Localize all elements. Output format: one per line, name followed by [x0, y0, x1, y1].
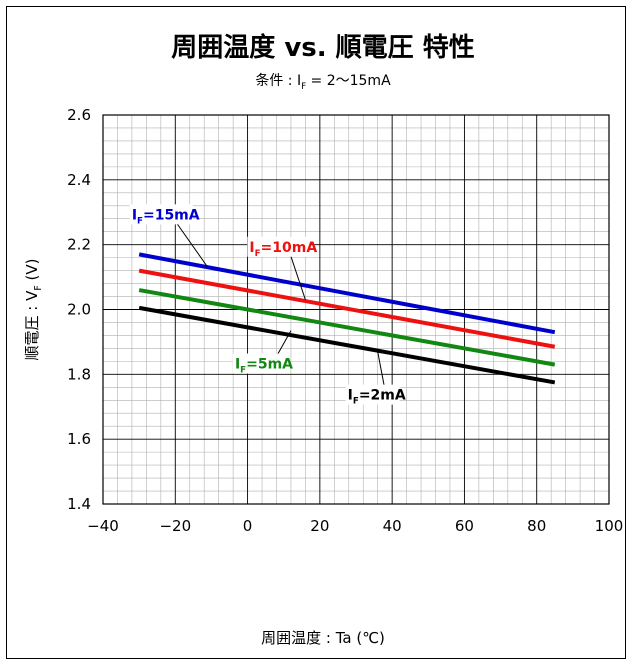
chart-frame: −40 −20 0 20 40 60 80 100 1.4 1.6 1.8 2.0 2.2 2.4 2.6…: [6, 6, 626, 659]
y-tick-label: 2.4: [67, 171, 91, 189]
y-tick-label: 2.6: [67, 106, 91, 124]
series-label: IF=5mA: [235, 357, 293, 376]
series-label: IF=10mA: [249, 240, 317, 259]
y-tick-label: 2.2: [67, 236, 91, 254]
x-tick-label: 20: [310, 517, 329, 535]
y-tick-label: 1.8: [67, 365, 91, 383]
y-tick-label: 1.4: [67, 495, 91, 513]
y-axis-label: 順電圧 : VF (V): [23, 259, 44, 361]
x-axis-label: 周囲温度 : Ta (℃): [261, 629, 385, 647]
series-line: [138, 305, 556, 385]
x-tick-label: 100: [595, 517, 624, 535]
series-label: IF=2mA: [348, 388, 406, 407]
series-line: [138, 288, 556, 367]
series-line: [138, 268, 556, 349]
series-labels: IF=15mA IF=10mA IF=5mA IF=2mA: [129, 204, 406, 407]
x-tick-label: 60: [455, 517, 474, 535]
chart-title: 周囲温度 vs. 順電圧 特性: [171, 32, 474, 63]
label-background: [247, 236, 311, 257]
plot-border: [102, 114, 610, 505]
x-tick-label: 80: [527, 517, 546, 535]
x-tick-label: −20: [159, 517, 191, 535]
label-background: [129, 204, 193, 225]
y-tick-label: 1.6: [67, 430, 91, 448]
x-tick-labels: −40 −20 0 20 40 60 80 100: [87, 517, 623, 535]
series-lines: [138, 252, 556, 385]
y-tick-labels: 1.4 1.6 1.8 2.0 2.2 2.4 2.6: [67, 106, 91, 513]
y-tick-label: 2.0: [67, 301, 91, 319]
chart-subtitle: 条件 : IF = 2〜15mA: [255, 72, 391, 92]
x-tick-label: 40: [383, 517, 402, 535]
chart-svg: −40 −20 0 20 40 60 80 100 1.4 1.6 1.8 2.0 2.2 2.4 2.6…: [23, 32, 623, 647]
label-background: [345, 384, 400, 405]
x-tick-label: 0: [243, 517, 253, 535]
series-line: [138, 252, 556, 335]
series-label: IF=15mA: [132, 207, 200, 226]
label-background: [232, 353, 287, 374]
x-tick-label: −40: [87, 517, 119, 535]
